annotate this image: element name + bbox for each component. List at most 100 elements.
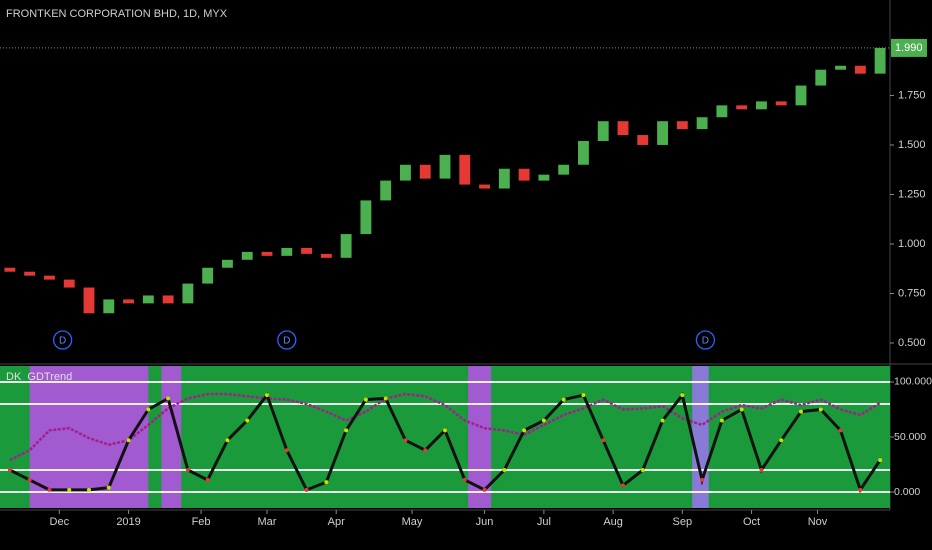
dividend-marker (695, 330, 716, 350)
candle-body (736, 105, 748, 110)
oscillator-point (126, 438, 131, 443)
oscillator-point (185, 468, 190, 473)
oscillator-point (27, 477, 32, 482)
candle-body (182, 283, 194, 304)
x-tick-label: Aug (603, 516, 623, 528)
oscillator-point (324, 480, 329, 485)
oscillator-point (581, 393, 586, 398)
x-tick-label: Mar (258, 516, 277, 528)
y-tick-label: 50.000 (894, 431, 926, 443)
x-tick-label: May (402, 516, 423, 528)
oscillator-point (363, 397, 368, 402)
candle-body (439, 154, 451, 179)
candle-body (103, 299, 115, 314)
oscillator-point (146, 407, 151, 412)
oscillator-point (462, 477, 467, 482)
oscillator-point (640, 468, 645, 473)
candle-body (222, 259, 233, 268)
oscillator-point (561, 397, 566, 402)
y-tick-label: 1.500 (898, 139, 926, 151)
oscillator-point (779, 438, 784, 443)
candle-body (400, 164, 411, 181)
x-tick-label: Jul (537, 516, 551, 528)
candle-body (716, 105, 728, 118)
candle-body (676, 121, 688, 130)
dividend-label: D (59, 336, 66, 347)
oscillator-point (541, 418, 546, 423)
candle-body (815, 69, 827, 86)
oscillator-point (700, 477, 705, 482)
candle-body (795, 85, 807, 106)
oscillator-point (502, 468, 507, 473)
candle-body (44, 275, 55, 280)
candle-body (241, 251, 253, 260)
oscillator-point (47, 487, 52, 492)
candle-body (597, 121, 609, 141)
candle-body (498, 168, 510, 189)
candle-body (24, 271, 36, 276)
oscillator-point (403, 438, 408, 443)
last-price-label: 1.990 (895, 42, 923, 54)
oscillator-point (601, 438, 606, 443)
zone (468, 366, 492, 508)
candle-body (301, 247, 312, 254)
x-tick-label: Feb (192, 516, 211, 528)
oscillator-point (205, 477, 210, 482)
candle-body (756, 101, 767, 110)
oscillator-point (818, 407, 823, 412)
oscillator-point (87, 487, 91, 492)
candle-body (63, 279, 75, 288)
oscillator-point (106, 485, 111, 490)
oscillator-point (443, 428, 447, 433)
trend-line (9, 392, 881, 462)
y-tick-label: 100.000 (894, 376, 932, 388)
candle-body (558, 164, 570, 175)
x-tick-label: Apr (328, 516, 345, 528)
candle-body (320, 253, 332, 258)
oscillator-point (284, 448, 289, 453)
oscillator-point (799, 409, 803, 414)
candle-body (775, 101, 787, 106)
candle-body (281, 247, 293, 256)
candle-body (459, 154, 471, 185)
oscillator-point (482, 487, 487, 492)
x-tick-label: Oct (743, 516, 760, 528)
candle-body (578, 140, 589, 165)
candle-body (518, 168, 530, 181)
candle-body (261, 251, 273, 256)
candle-body (360, 200, 372, 235)
oscillator-point (680, 393, 685, 398)
candle-body (835, 65, 846, 70)
oscillator-point (383, 396, 388, 401)
oscillator-point (7, 468, 12, 473)
chart-title: FRONTKEN CORPORATION BHD, 1D, MYX (6, 8, 228, 20)
zone (161, 366, 182, 508)
oscillator-point (304, 487, 309, 492)
oscillator-point (423, 448, 428, 453)
y-tick-label: 0.750 (898, 287, 926, 299)
x-tick-label: Sep (673, 516, 693, 528)
x-tick-label: Dec (50, 516, 70, 528)
oscillator-point (838, 428, 843, 433)
y-tick-label: 1.000 (898, 238, 926, 250)
candle-body (340, 234, 352, 258)
candle-body (123, 299, 134, 304)
oscillator-point (522, 428, 527, 433)
oscillator-point (878, 458, 883, 463)
oscillator-point (344, 428, 349, 433)
candle-body (202, 267, 214, 284)
candle-body (479, 184, 490, 189)
oscillator-point (759, 468, 764, 473)
x-tick-label: Jun (476, 516, 494, 528)
candle-body (380, 180, 392, 201)
y-tick-label: 0.500 (898, 337, 926, 349)
oscillator-point (621, 483, 625, 488)
zone (692, 366, 709, 508)
candle-body (617, 121, 629, 136)
dividend-label: D (702, 336, 709, 347)
candle-body (162, 295, 174, 304)
y-tick-label: 1.750 (898, 89, 926, 101)
oscillator-point (67, 487, 72, 492)
candle-body (637, 135, 649, 145)
